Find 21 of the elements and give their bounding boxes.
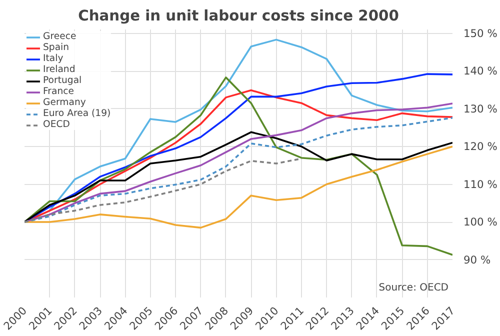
legend-label: Greece bbox=[43, 31, 76, 42]
y-tick-label: 100 % bbox=[464, 216, 498, 229]
y-tick-label: 120 % bbox=[464, 140, 498, 154]
legend-label: OECD bbox=[43, 119, 70, 130]
y-tick-label: 130 % bbox=[464, 102, 498, 116]
legend-label: Euro Area (19) bbox=[43, 108, 111, 119]
annotation: Source: OECD bbox=[378, 282, 449, 294]
y-tick-label: 90 % bbox=[464, 253, 491, 266]
y-tick-label: 150 % bbox=[464, 26, 498, 40]
line-series bbox=[24, 158, 302, 223]
y-tick-label: 110 % bbox=[464, 178, 498, 191]
legend-label: Italy bbox=[43, 53, 64, 64]
legend-label: Ireland bbox=[43, 64, 76, 75]
legend-label: France bbox=[43, 86, 74, 97]
line-series bbox=[24, 76, 452, 256]
line-series bbox=[24, 146, 452, 229]
y-tick-label: 140 % bbox=[464, 64, 498, 78]
legend-label: Portugal bbox=[43, 75, 82, 86]
legend-label: Germany bbox=[43, 97, 86, 108]
legend-label: Spain bbox=[43, 42, 70, 53]
chart-title: Change in unit labour costs since 2000 bbox=[78, 8, 399, 24]
